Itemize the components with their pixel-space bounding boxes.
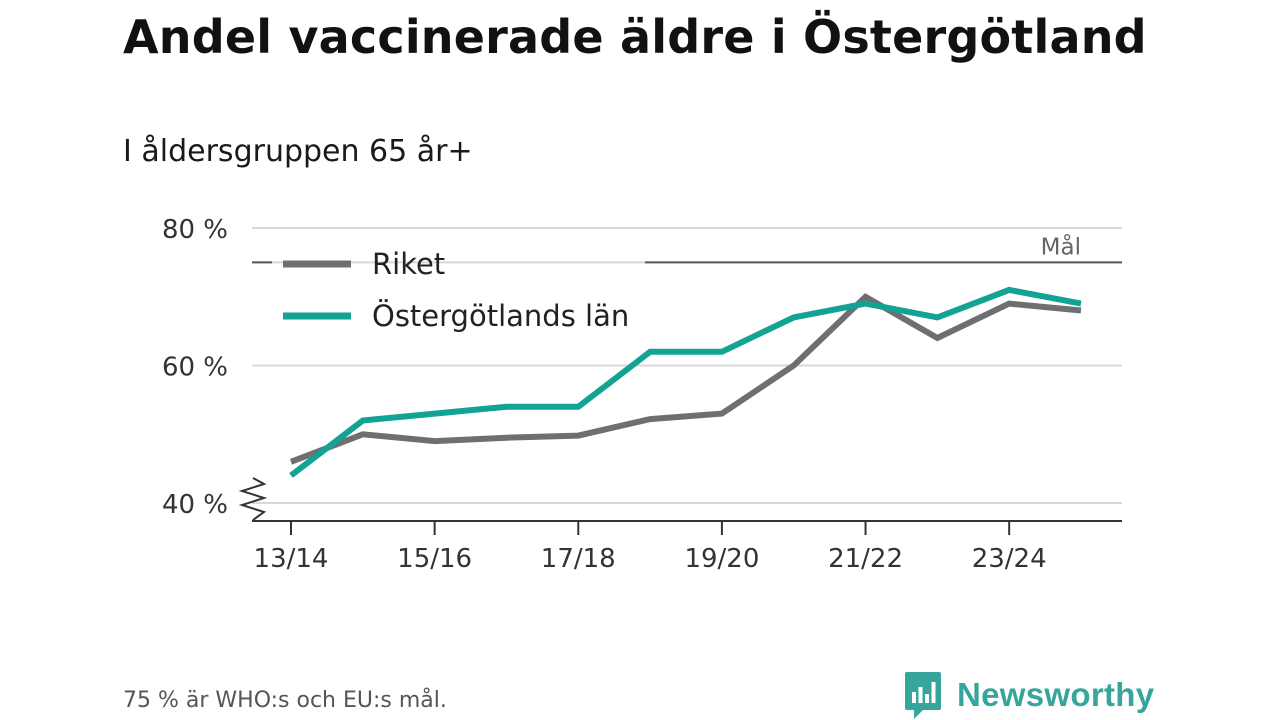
y-tick-label: 40 % — [162, 490, 228, 520]
x-tick-label: 13/14 — [254, 544, 329, 574]
series-line-ostergotland — [289, 286, 1082, 478]
chart-subtitle: I åldersgruppen 65 år+ — [123, 134, 473, 169]
brand-name: Newsworthy — [957, 676, 1155, 713]
brand-logo: Newsworthy — [903, 670, 1154, 720]
chart-title: Andel vaccinerade äldre i Östergötland — [123, 10, 1147, 64]
legend-ostergotland-label: Östergötlands län — [372, 299, 629, 333]
footnote: 75 % är WHO:s och EU:s mål. — [123, 688, 447, 713]
y-tick-label: 80 % — [162, 215, 228, 245]
x-tick-label: 17/18 — [541, 544, 616, 574]
series-line-riket — [289, 293, 1082, 465]
y-tick-label: 60 % — [162, 353, 228, 383]
x-tick-label: 21/22 — [828, 544, 903, 574]
newsworthy-logo-icon — [905, 672, 941, 719]
x-tick-label: 19/20 — [684, 544, 759, 574]
target-label: Mål — [1041, 232, 1081, 260]
legend-riket-label: Riket — [372, 247, 445, 281]
x-tick-label: 23/24 — [972, 544, 1047, 574]
x-tick-label: 15/16 — [397, 544, 472, 574]
axis-break-icon — [238, 477, 268, 521]
